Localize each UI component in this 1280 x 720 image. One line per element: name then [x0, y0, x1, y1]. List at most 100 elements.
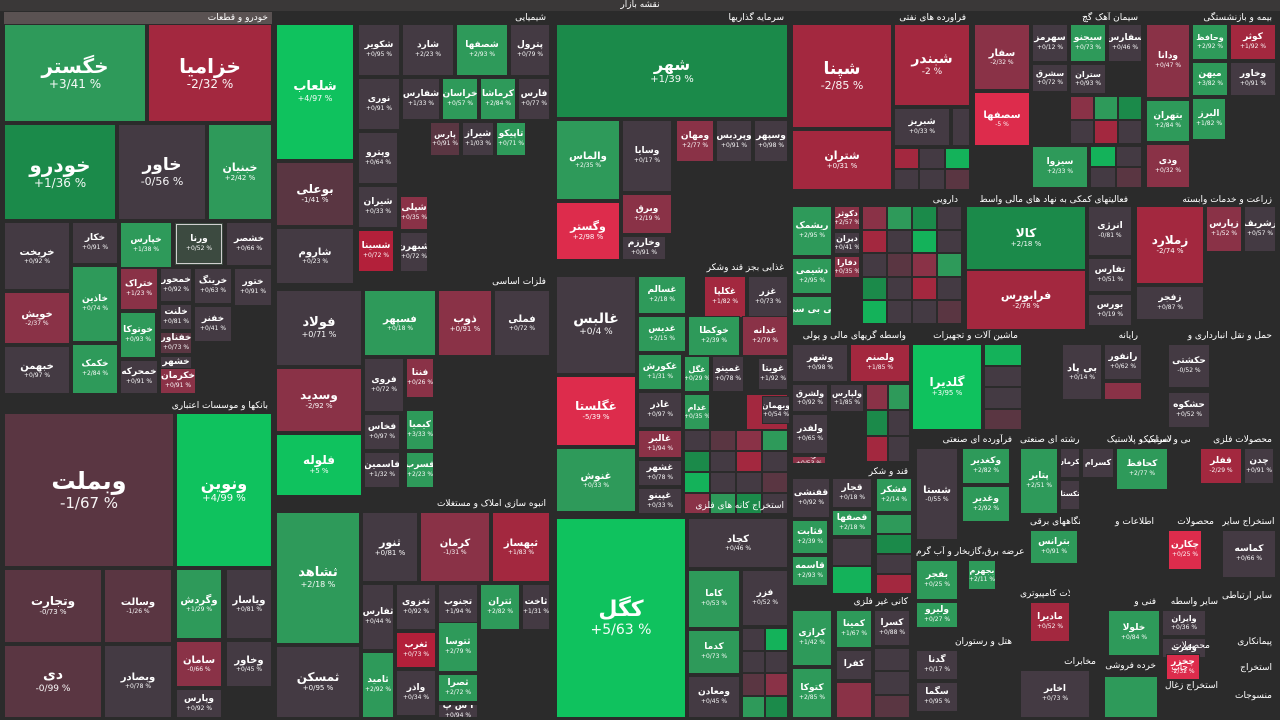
stock-tile[interactable]: ثغرب +0/73 % — [396, 632, 436, 668]
treemap-cell[interactable] — [862, 276, 887, 301]
treemap-cell[interactable] — [888, 384, 910, 410]
sector-label[interactable]: ماشین آلات و تجهیزات — [933, 331, 1018, 341]
stock-tile[interactable]: کیمیا +3/33 % — [406, 410, 434, 450]
treemap-cell[interactable] — [887, 300, 912, 324]
stock-tile[interactable]: خکار +0/91 % — [72, 222, 118, 264]
treemap-cell[interactable] — [888, 436, 910, 462]
stock-tile[interactable]: سفارس +0/46 % — [1108, 24, 1142, 62]
stock-tile[interactable] — [1104, 676, 1158, 718]
stock-tile[interactable]: قشکر +2/14 % — [876, 478, 912, 512]
stock-tile[interactable]: شکویر +0/95 % — [358, 24, 400, 76]
stock-tile[interactable]: فلوله +5 % — [276, 434, 362, 496]
stock-tile[interactable]: ثتوسا +2/79 % — [438, 622, 478, 672]
stock-tile[interactable]: فسرب +2/23 % — [406, 452, 434, 488]
stock-tile[interactable]: فرابورس -2/78 % — [966, 270, 1086, 330]
treemap-cell[interactable] — [1094, 120, 1118, 144]
treemap-cell[interactable] — [762, 451, 788, 472]
stock-tile[interactable]: شبندر -2 % — [894, 24, 970, 106]
treemap-cell[interactable] — [887, 229, 912, 254]
stock-tile[interactable]: قثابت +2/39 % — [792, 520, 828, 554]
stock-tile[interactable]: حکشتی -0/52 % — [1168, 344, 1210, 388]
stock-tile[interactable]: کدما +0/73 % — [688, 630, 740, 674]
treemap-cell[interactable] — [952, 108, 970, 146]
stock-tile[interactable]: فولاد +0/71 % — [276, 290, 362, 366]
stock-tile[interactable]: وخاور +0/91 % — [1230, 62, 1276, 96]
stock-tile[interactable]: وبهمان +0/54 % — [762, 396, 790, 424]
stock-tile[interactable]: دفارا +0/35 % — [834, 256, 860, 278]
stock-tile[interactable]: ولپارس +1/85 % — [830, 384, 864, 412]
treemap-cell[interactable] — [742, 673, 765, 696]
stock-tile[interactable]: چکارن +0/25 % — [1168, 530, 1202, 570]
stock-tile[interactable]: کرمان -1/31 % — [420, 512, 490, 582]
sector-label[interactable]: عرضه برق،گازبخار و آب گرم — [916, 547, 1025, 557]
stock-tile[interactable]: کرماشا +2/84 % — [480, 78, 516, 120]
stock-tile[interactable]: خریخت +0/92 % — [4, 222, 70, 290]
stock-tile[interactable]: سشرق +0/72 % — [1032, 64, 1068, 92]
sector-label[interactable]: حمل و نقل انبارداری و — [1187, 331, 1272, 341]
treemap-cell[interactable] — [762, 430, 788, 451]
stock-tile[interactable]: فخاس +0/97 % — [364, 414, 400, 450]
stock-tile[interactable]: خرینگ +0/63 % — [194, 268, 232, 304]
treemap-cell[interactable] — [1070, 120, 1094, 144]
sector-label[interactable]: دارویی — [932, 195, 958, 205]
treemap-cell[interactable] — [765, 695, 788, 718]
stock-tile[interactable]: ثشاهد +2/18 % — [276, 512, 360, 644]
stock-tile[interactable]: پارس +0/91 % — [430, 122, 460, 156]
stock-tile[interactable]: ونوین +4/99 % — [176, 413, 272, 567]
stock-tile[interactable]: کماسه +0/66 % — [1222, 530, 1276, 578]
stock-tile[interactable]: خکرمان +0/91 % — [160, 368, 196, 394]
sector-label[interactable]: استخراج سایر — [1222, 517, 1275, 527]
stock-tile[interactable]: فنتا +0/26 % — [406, 358, 434, 398]
treemap-cell[interactable] — [762, 493, 788, 514]
stock-tile[interactable]: کسرام — [1082, 448, 1114, 478]
treemap-cell[interactable] — [984, 408, 1022, 430]
sector-label[interactable]: انبوه سازی املاک و مستغلات — [436, 499, 546, 509]
sector-label[interactable]: لاستیک و پلاستیک — [1106, 435, 1172, 445]
stock-tile[interactable]: غگلستا -5/39 % — [556, 376, 636, 446]
treemap-cell[interactable] — [912, 276, 937, 301]
sector-label[interactable]: زراعت و خدمات وابسته — [1182, 195, 1272, 205]
stock-tile[interactable]: قفنشی +0/92 % — [792, 478, 830, 518]
stock-tile[interactable]: ثبهساز +1/83 % — [492, 512, 550, 582]
stock-tile[interactable]: کمینا +1/67 % — [836, 610, 872, 648]
stock-tile[interactable]: غمینو +0/78 % — [712, 356, 744, 392]
stock-tile[interactable]: پکرمان — [1060, 448, 1080, 478]
stock-tile[interactable]: پترول +0/79 % — [510, 24, 550, 76]
stock-tile[interactable]: غاذر +0/97 % — [638, 392, 682, 428]
stock-tile[interactable]: سگما +0/95 % — [916, 682, 958, 712]
stock-tile[interactable]: دشیمی +2/95 % — [792, 258, 832, 294]
stock-tile[interactable]: ولشرق +0/92 % — [792, 384, 828, 412]
treemap-cell[interactable] — [832, 566, 872, 594]
treemap-cell[interactable] — [888, 410, 910, 436]
treemap-cell[interactable] — [762, 472, 788, 493]
stock-tile[interactable]: وشهر +0/98 % — [792, 344, 848, 382]
stock-tile[interactable]: کالا +2/18 % — [966, 206, 1086, 270]
sector-label[interactable]: دستگاههای برقی — [1030, 517, 1080, 527]
sector-label[interactable]: کاشی و سرامیک — [1140, 435, 1190, 445]
stock-tile[interactable]: شهر +1/39 % — [556, 24, 788, 118]
stock-tile[interactable]: ثصرا +2/72 % — [438, 674, 478, 702]
stock-tile[interactable]: غالبر +1/94 % — [638, 430, 682, 458]
treemap-cell[interactable] — [944, 169, 970, 190]
treemap-cell[interactable] — [742, 628, 765, 651]
stock-tile[interactable]: وسدید -2/92 % — [276, 368, 362, 432]
stock-tile[interactable]: وخاور +0/45 % — [226, 641, 272, 687]
treemap-cell[interactable] — [937, 253, 962, 277]
treemap-cell[interactable] — [736, 430, 762, 451]
stock-tile[interactable]: غزر +0/73 % — [748, 276, 788, 318]
stock-tile[interactable]: پتایر +2/51 % — [1020, 448, 1058, 514]
stock-tile[interactable]: شفارس +1/33 % — [402, 78, 440, 120]
stock-tile[interactable]: غسالم +2/18 % — [638, 276, 686, 314]
treemap-cell[interactable] — [684, 451, 710, 472]
sector-label[interactable]: چندرشته ای صنعتی — [1020, 435, 1080, 445]
stock-tile[interactable]: وکغدیر +2/82 % — [962, 448, 1010, 484]
treemap-cell[interactable] — [684, 472, 710, 493]
stock-tile[interactable]: غپینو +0/33 % — [638, 488, 682, 514]
treemap-cell[interactable] — [894, 169, 920, 190]
stock-tile[interactable]: غشهر +0/78 % — [638, 460, 682, 486]
sector-label[interactable]: محصولات کامپیوتری — [1020, 589, 1070, 599]
stock-tile[interactable]: بی پاد +0/14 % — [1062, 344, 1102, 400]
treemap-cell[interactable] — [1070, 96, 1094, 120]
stock-tile[interactable]: فسپهر +0/18 % — [364, 290, 436, 356]
sector-label[interactable]: استخراج — [1240, 663, 1272, 673]
